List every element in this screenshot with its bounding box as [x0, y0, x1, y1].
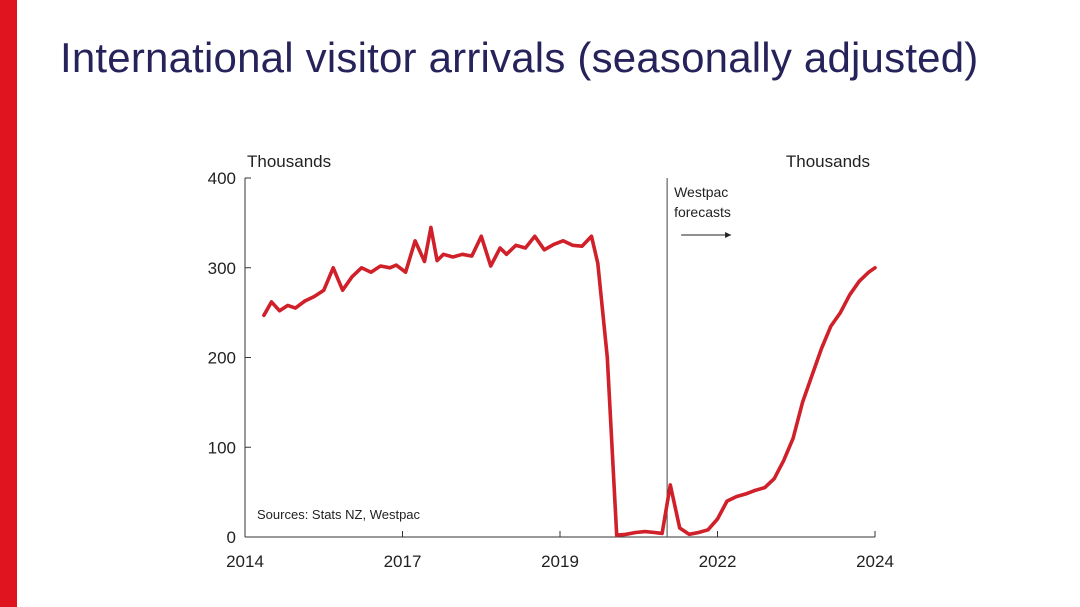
y-tick-label: 100 — [208, 438, 236, 457]
accent-bar — [0, 0, 17, 607]
series-line — [262, 225, 877, 537]
y-axis-label-left: Thousands — [247, 152, 331, 171]
x-tick-label: 2022 — [699, 552, 737, 571]
forecast-arrow-head — [725, 232, 732, 238]
page-title: International visitor arrivals (seasonal… — [60, 34, 979, 81]
x-tick-label: 2019 — [541, 552, 579, 571]
x-tick-label: 2014 — [226, 552, 264, 571]
y-tick-label: 0 — [227, 528, 236, 547]
forecast-label: Westpac — [674, 184, 728, 200]
y-tick-label: 200 — [208, 349, 236, 368]
y-tick-label: 300 — [208, 259, 236, 278]
x-tick-label: 2024 — [856, 552, 894, 571]
y-tick-label: 400 — [208, 169, 236, 188]
y-axis-label-right: Thousands — [786, 152, 870, 171]
forecast-label: forecasts — [674, 204, 731, 220]
x-tick-label: 2017 — [384, 552, 422, 571]
source-note: Sources: Stats NZ, Westpac — [257, 507, 421, 522]
